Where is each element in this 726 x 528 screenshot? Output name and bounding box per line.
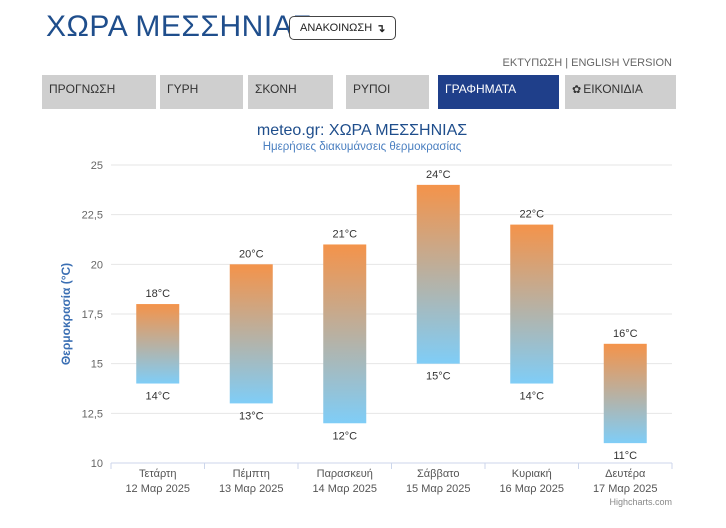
y-axis-title: Θερμοκρασία (°C) (59, 263, 73, 365)
tab-label: ΓΡΑΦΗΜΑΤΑ (445, 82, 517, 96)
y-tick-label: 12,5 (82, 408, 103, 420)
y-tick-label: 22,5 (82, 210, 103, 222)
link-separator: | (562, 57, 572, 69)
gear-icon: ✿ (572, 84, 582, 96)
tab-forecast[interactable]: ΠΡΟΓΝΩΣΗ (42, 75, 156, 109)
x-date-label: 17 Μαρ 2025 (593, 483, 658, 495)
tab-dust[interactable]: ΣΚΟΝΗ (248, 75, 333, 109)
x-date-label: 16 Μαρ 2025 (499, 483, 564, 495)
print-link[interactable]: ΕΚΤΥΠΩΣΗ (502, 57, 563, 69)
x-day-label: Δευτέρα (605, 468, 646, 480)
tab-label: ΣΚΟΝΗ (255, 82, 297, 96)
tab-label: ΕΙΚΟΝΙΔΙΑ (583, 82, 643, 96)
x-date-label: 15 Μαρ 2025 (406, 483, 471, 495)
tab-label: ΡΥΠΟΙ (353, 82, 391, 96)
x-day-label: Τετάρτη (139, 468, 177, 480)
y-tick-label: 15 (91, 359, 103, 371)
tab-pollutants[interactable]: ΡΥΠΟΙ (346, 75, 429, 109)
low-temp-label: 12°C (332, 430, 357, 442)
x-date-label: 13 Μαρ 2025 (219, 483, 284, 495)
english-version-link[interactable]: ENGLISH VERSION (571, 57, 672, 69)
low-temp-label: 14°C (519, 391, 544, 403)
temperature-bar[interactable] (323, 244, 367, 424)
high-temp-label: 24°C (426, 169, 451, 181)
low-temp-label: 11°C (613, 450, 637, 462)
x-day-label: Κυριακή (512, 468, 552, 480)
high-temp-label: 20°C (239, 248, 264, 260)
chart-credits[interactable]: Highcharts.com (609, 497, 672, 507)
x-date-label: 14 Μαρ 2025 (312, 483, 377, 495)
low-temp-label: 15°C (426, 371, 451, 383)
chart-subtitle: Ημερήσιες διακυμάνσεις θερμοκρασίας (263, 141, 462, 153)
announce-button[interactable]: ΑΝΑΚΟΙΝΩΣΗ ↴ (289, 16, 397, 40)
y-tick-label: 10 (91, 458, 103, 470)
arrow-down-right-icon: ↴ (376, 22, 386, 35)
low-temp-label: 14°C (145, 391, 170, 403)
tab-pollen[interactable]: ΓΥΡΗ (160, 75, 243, 109)
temperature-bar[interactable] (416, 184, 460, 364)
temperature-bar[interactable] (229, 264, 273, 404)
top-links: ΕΚΤΥΠΩΣΗ | ENGLISH VERSION (503, 57, 672, 69)
temperature-bar[interactable] (136, 304, 180, 384)
page-title: ΧΩΡΑ ΜΕΣΣΗΝΙΑΣ (46, 10, 313, 43)
x-day-label: Παρασκευή (317, 468, 373, 480)
announce-label: ΑΝΑΚΟΙΝΩΣΗ (300, 22, 373, 34)
y-tick-label: 20 (91, 259, 103, 271)
x-day-label: Σάββατο (417, 468, 459, 480)
high-temp-label: 18°C (145, 288, 170, 300)
high-temp-label: 22°C (519, 209, 544, 221)
x-date-label: 12 Μαρ 2025 (125, 483, 190, 495)
low-temp-label: 13°C (239, 410, 264, 422)
high-temp-label: 16°C (613, 328, 638, 340)
y-tick-label: 25 (91, 160, 103, 172)
tab-label: ΓΥΡΗ (167, 82, 199, 96)
high-temp-label: 21°C (332, 228, 357, 240)
tab-charts[interactable]: ΓΡΑΦΗΜΑΤΑ (438, 75, 559, 109)
tab-bar: ΠΡΟΓΝΩΣΗ ΓΥΡΗ ΣΚΟΝΗ ΡΥΠΟΙ ΓΡΑΦΗΜΑΤΑ ✿ ΕΙΚ… (42, 75, 676, 109)
temperature-bar[interactable] (603, 343, 647, 444)
tab-icons[interactable]: ✿ ΕΙΚΟΝΙΔΙΑ (565, 75, 676, 109)
x-day-label: Πέμπτη (233, 468, 270, 480)
chart-title: meteo.gr: ΧΩΡΑ ΜΕΣΣΗΝΙΑΣ (257, 122, 467, 139)
tab-label: ΠΡΟΓΝΩΣΗ (49, 82, 116, 96)
y-tick-label: 17,5 (82, 309, 103, 321)
temperature-bar[interactable] (510, 224, 554, 384)
